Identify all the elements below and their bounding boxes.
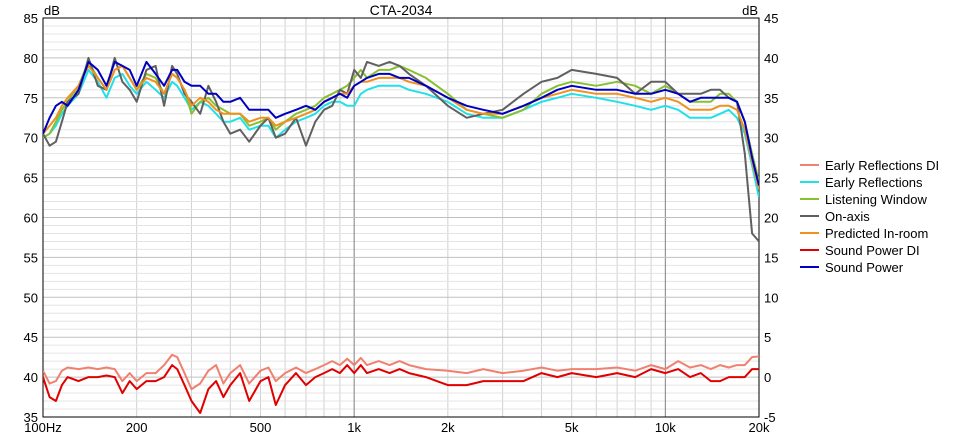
y-tick-label-left: 50 [24, 290, 38, 305]
series-line-early-reflections-di [43, 353, 759, 391]
y-tick-label-left: 80 [24, 51, 38, 66]
series-line-sound-power [43, 60, 759, 186]
y-tick-label-left: 70 [24, 131, 38, 146]
axis-labels: 100Hz 200 500 1k 2k 5k 10k 20k35404550556065707… [24, 11, 779, 434]
y-tick-label-right: 5 [764, 330, 771, 345]
series-layer [43, 56, 759, 414]
y-tick-label-left: 75 [24, 91, 38, 106]
y-tick-label-right: 15 [764, 250, 778, 265]
y-tick-label-left: 85 [24, 11, 38, 26]
x-tick-label: 5k [565, 420, 579, 434]
x-tick-label: 100Hz [24, 420, 62, 434]
y-tick-label-right: 45 [764, 11, 778, 26]
y-tick-label-right: 40 [764, 51, 778, 66]
legend: Early Reflections DI Early Reflections Lis… [800, 158, 939, 275]
series-line-early-reflections [43, 68, 759, 198]
y-tick-label-right: 25 [764, 171, 778, 186]
chart-title: CTA-2034 [370, 2, 433, 18]
legend-label: Listening Window [825, 192, 927, 207]
series-line-on-axis [43, 56, 759, 243]
x-tick-label: 500 [250, 420, 272, 434]
plot-frame [42, 17, 760, 418]
y-tick-label-right: 20 [764, 211, 778, 226]
series-line-sound-power-di [43, 364, 759, 414]
legend-label: Sound Power DI [825, 243, 920, 258]
legend-label: Early Reflections DI [825, 158, 939, 173]
legend-label: Sound Power [825, 260, 904, 275]
y-tick-label-left: 55 [24, 250, 38, 265]
x-tick-label: 1k [347, 420, 361, 434]
y-tick-label-right: -5 [764, 410, 776, 425]
x-tick-label: 10k [655, 420, 676, 434]
legend-label: Early Reflections [825, 175, 923, 190]
y-tick-label-right: 0 [764, 370, 771, 385]
y-tick-label-right: 35 [764, 91, 778, 106]
y-axis-label-left: dB [44, 3, 60, 18]
y-tick-label-left: 45 [24, 330, 38, 345]
y-tick-label-left: 65 [24, 171, 38, 186]
y-tick-label-right: 30 [764, 131, 778, 146]
y-tick-label-left: 35 [24, 410, 38, 425]
y-tick-label-left: 60 [24, 211, 38, 226]
y-axis-label-right: dB [742, 3, 758, 18]
x-tick-label: 200 [126, 420, 148, 434]
y-tick-label-left: 40 [24, 370, 38, 385]
x-tick-label: 20k [749, 420, 770, 434]
legend-label: Predicted In-room [825, 226, 928, 241]
y-tick-label-right: 10 [764, 290, 778, 305]
x-tick-label: 2k [441, 420, 455, 434]
legend-label: On-axis [825, 209, 870, 224]
